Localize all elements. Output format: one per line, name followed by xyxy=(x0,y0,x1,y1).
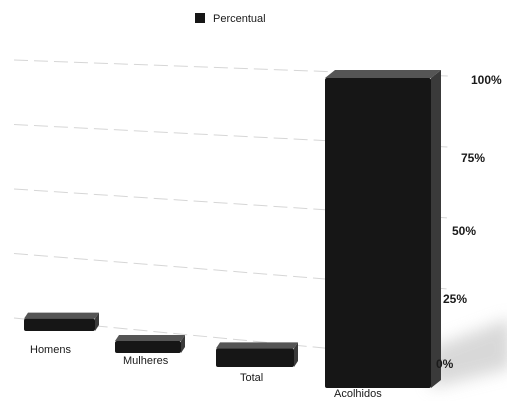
y-tick-label: 25% xyxy=(443,292,467,306)
bar xyxy=(115,335,185,353)
bar-top xyxy=(216,342,298,349)
y-tick-label: 50% xyxy=(452,224,476,238)
bar-front xyxy=(216,348,294,367)
bar xyxy=(24,312,99,331)
legend-label: Percentual xyxy=(213,13,266,25)
bar xyxy=(325,70,441,388)
category-label: Homens xyxy=(30,344,71,356)
category-label: Acolhidos xyxy=(334,388,382,400)
category-label: Mulheres xyxy=(123,355,169,367)
bar-side xyxy=(294,342,298,367)
bar-front xyxy=(24,318,95,331)
legend-swatch xyxy=(195,13,205,23)
bar-side xyxy=(95,312,99,331)
y-tick-label: 100% xyxy=(471,73,502,87)
bar-shadow xyxy=(431,319,507,388)
bars xyxy=(24,70,441,388)
legend: Percentual xyxy=(195,13,266,25)
bar xyxy=(216,342,298,367)
y-tick-label: 0% xyxy=(436,357,454,371)
bar-front xyxy=(325,78,431,388)
bar-top xyxy=(115,335,185,341)
category-labels: Homens Mulheres Total Acolhidos xyxy=(30,344,382,400)
bar-side xyxy=(431,70,441,388)
y-axis-tick-labels: 0% 25% 50% 75% 100% xyxy=(436,73,502,371)
bar-top xyxy=(325,70,441,78)
bar-shadows xyxy=(431,319,507,388)
category-label: Total xyxy=(240,372,263,384)
bar-top xyxy=(24,312,99,319)
bar-front xyxy=(115,341,181,353)
y-tick-label: 75% xyxy=(461,151,485,165)
